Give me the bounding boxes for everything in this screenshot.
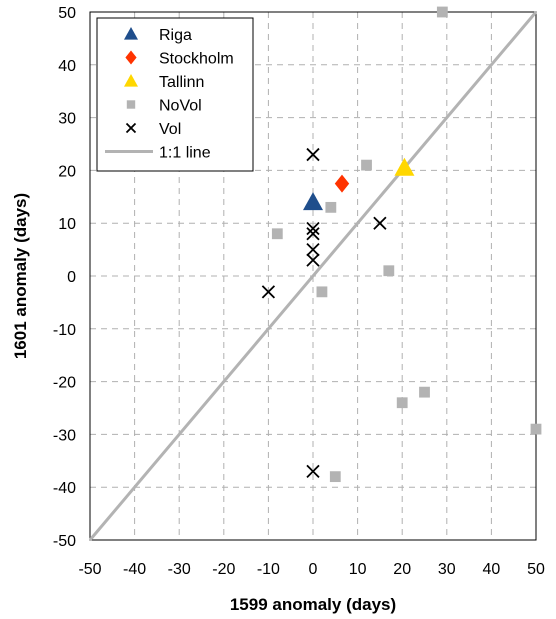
y-tick-label: 0 — [67, 269, 76, 286]
tick-labels: -50 -40 -30 -20 -10 0 10 20 30 40 50 -50 -40 -30 -20 -1… — [53, 5, 545, 578]
y-axis-title: 1601 anomaly (days) — [11, 193, 30, 359]
x-tick-label: 10 — [349, 561, 367, 578]
x-tick-label: -50 — [78, 561, 101, 578]
point-riga — [303, 192, 323, 211]
x-tick-label: -20 — [212, 561, 235, 578]
x-tick-label: 0 — [309, 561, 318, 578]
y-tick-label: -30 — [53, 427, 76, 444]
point-vol — [306, 253, 320, 267]
point-novol — [316, 286, 328, 298]
y-tick-label: 30 — [58, 111, 76, 128]
point-novol — [329, 471, 341, 483]
legend-swatch — [126, 100, 136, 109]
x-tick-label: 50 — [527, 561, 545, 578]
legend-swatch — [124, 27, 138, 40]
plot-area — [89, 11, 537, 541]
y-tick-label: 20 — [58, 163, 76, 180]
point-novol — [361, 159, 372, 171]
x-tick-label: 40 — [483, 561, 501, 578]
point-novol — [271, 228, 283, 240]
x-axis-title: 1599 anomaly (days) — [230, 595, 396, 614]
legend-label: 1:1 line — [159, 145, 211, 162]
series-riga — [303, 192, 323, 211]
point-vol — [306, 227, 320, 241]
point-novol — [530, 423, 542, 435]
legend-swatch — [125, 122, 137, 134]
point-vol — [373, 216, 387, 230]
legend-label: Vol — [159, 121, 181, 138]
point-novol — [383, 265, 395, 277]
point-novol — [396, 397, 408, 409]
point-novol — [419, 386, 430, 398]
y-tick-label: -50 — [53, 533, 76, 550]
y-tick-label: 40 — [58, 58, 76, 75]
y-tick-label: 50 — [58, 5, 76, 22]
point-vol — [306, 221, 320, 236]
legend-item-novol: NoVol — [126, 98, 202, 115]
series-vol — [261, 147, 387, 478]
y-tick-label: 10 — [58, 216, 76, 233]
y-tick-label: -10 — [53, 322, 76, 339]
point-stockholm — [334, 174, 350, 193]
series-layer — [88, 6, 542, 541]
y-tick-label: -40 — [53, 480, 76, 497]
x-tick-label: -30 — [168, 561, 191, 578]
point-vol — [306, 147, 320, 162]
legend-item-riga: Riga — [124, 27, 192, 44]
legend-swatch — [125, 50, 137, 65]
point-vol — [306, 242, 320, 257]
point-novol — [436, 6, 448, 18]
legend-item-tallinn: Tallinn — [124, 74, 204, 91]
legend-label: Riga — [159, 27, 192, 44]
legend: Riga Stockholm Tallinn NoVol Vol 1:1 line — [96, 17, 254, 172]
x-tick-label: 30 — [438, 561, 456, 578]
point-vol — [306, 464, 320, 478]
legend-item-1-1-line: 1:1 line — [105, 145, 211, 162]
legend-swatch — [124, 74, 138, 87]
legend-item-vol: Vol — [125, 121, 181, 138]
series-1-1-line — [88, 11, 538, 541]
point-novol — [325, 201, 337, 213]
legend-label: Tallinn — [159, 74, 204, 91]
point-tallinn — [394, 157, 415, 176]
y-tick-label: -20 — [53, 375, 76, 392]
x-tick-label: -10 — [257, 561, 280, 578]
point-vol — [261, 285, 276, 299]
one-to-one-line — [88, 11, 538, 541]
x-tick-label: 20 — [393, 561, 411, 578]
legend-label: Stockholm — [159, 51, 234, 68]
series-stockholm — [334, 174, 350, 193]
series-tallinn — [394, 157, 415, 176]
legend-item-stockholm: Stockholm — [125, 50, 234, 68]
x-tick-label: -40 — [123, 561, 146, 578]
legend-box — [96, 17, 254, 172]
legend-label: NoVol — [159, 98, 202, 115]
series-novol — [271, 6, 542, 483]
